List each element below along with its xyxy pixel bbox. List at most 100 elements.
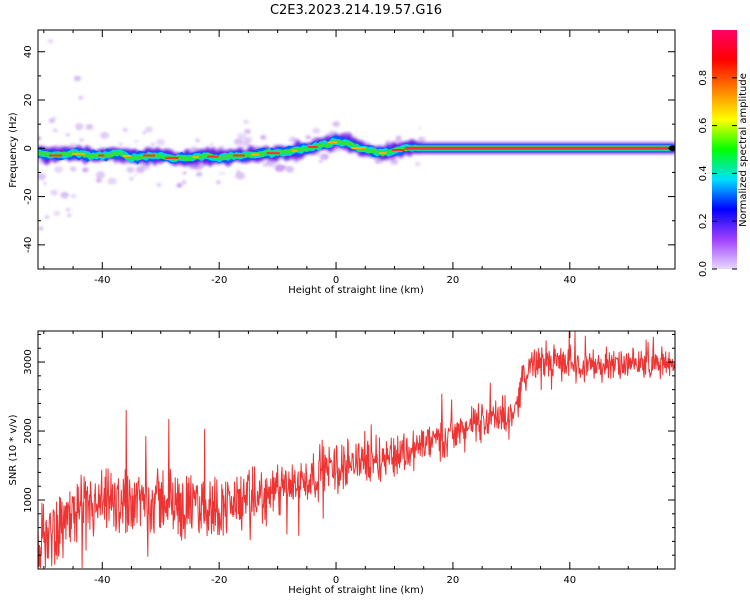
spectrogram-noise-blob xyxy=(395,137,402,143)
spectrogram-y-tick-label: 40 xyxy=(23,45,34,58)
snr-x-tick-label: 0 xyxy=(333,575,339,586)
spectrogram-noise-blob xyxy=(244,129,251,135)
spectrogram-noise-blob xyxy=(67,213,72,217)
spectrogram-noise-blob xyxy=(70,166,77,172)
spectrogram-noise-blob xyxy=(126,166,135,173)
snr-x-axis-label: Height of straight line (km) xyxy=(288,585,424,596)
spectrogram-noise-blob xyxy=(293,159,299,164)
spectrogram-noise-blob xyxy=(78,95,84,100)
spectrogram-noise-blob xyxy=(418,127,421,130)
spectrogram-x-tick-label: -40 xyxy=(94,275,110,286)
spectrogram-noise-blob xyxy=(156,138,166,146)
spectrogram-noise-blob xyxy=(60,191,69,199)
spectrogram-noise-blob xyxy=(260,135,267,140)
spectrogram-noise-blob xyxy=(95,171,106,179)
spectrogram-noise-blob xyxy=(221,145,225,149)
spectrogram-y-tick-label: 0 xyxy=(23,145,34,151)
spectrogram-noise-blob xyxy=(82,167,89,173)
spectrogram-noise-blob xyxy=(288,136,297,143)
spectrogram-noise-blob xyxy=(274,164,285,172)
spectrogram-noise-blob xyxy=(285,165,295,173)
colorbar: 0.0 0.2 0.4 0.6 0.8 Normalized spectral ampl… xyxy=(698,30,749,277)
snr-y-tick-label: 3000 xyxy=(23,349,34,374)
spectrogram-noise-blob xyxy=(267,160,272,164)
spectrogram-noise-blob xyxy=(150,142,155,146)
colorbar-tick-label: 0.8 xyxy=(698,70,709,86)
snr-x-tick-label: -20 xyxy=(211,575,227,586)
spectrogram-noise-blob xyxy=(241,140,250,147)
spectrogram-noise-blob xyxy=(53,210,61,216)
spectrogram-noise-blob xyxy=(319,160,323,163)
snr-y-tick-label: 1000 xyxy=(23,487,34,512)
spectrogram-x-axis-label: Height of straight line (km) xyxy=(288,285,424,296)
spectrogram-x-tick-label: -20 xyxy=(211,275,227,286)
spectrogram-noise-blob xyxy=(129,177,134,181)
spectrogram-x-tick-label: 40 xyxy=(563,275,576,286)
snr-plot-area xyxy=(38,331,675,569)
spectrogram-noise-blob xyxy=(134,140,138,143)
spectrogram-noise-blob xyxy=(235,171,246,180)
spectrogram-noise-blob xyxy=(53,166,64,174)
spectrogram-noise-blob xyxy=(52,128,58,133)
spectrogram-noise-blob xyxy=(70,194,77,199)
spectrogram-noise-blob xyxy=(316,153,320,156)
spectrogram-y-tick-label: -20 xyxy=(23,188,34,204)
spectrogram-noise-blob xyxy=(233,138,243,146)
spectrogram-noise-blob xyxy=(48,117,56,124)
spectrogram-noise-blob xyxy=(312,127,321,134)
spectrogram-noise-blob xyxy=(85,124,94,130)
spectrogram-noise-blob xyxy=(65,207,71,212)
spectrogram-noise-blob xyxy=(243,119,249,124)
spectrogram-noise-blob xyxy=(222,172,226,175)
snr-line xyxy=(38,331,675,569)
spectrogram-noise-blob xyxy=(47,38,54,44)
snr-x-tick-label: 40 xyxy=(563,575,576,586)
spectrogram-noise-blob xyxy=(144,126,153,133)
spectrogram-noise-blob xyxy=(332,121,340,128)
spectrogram-noise-blob xyxy=(237,133,246,140)
spectrogram-noise-blob xyxy=(279,165,283,168)
spectrogram-noise-blob xyxy=(183,171,187,175)
spectrogram-noise-blob xyxy=(142,131,146,134)
spectrogram-noise-blob xyxy=(415,162,421,167)
colorbar-tick-label: 0.0 xyxy=(698,261,709,277)
spectrogram-noise-blob xyxy=(69,143,77,149)
colorbar-tick-label: 0.4 xyxy=(698,165,709,181)
spectrogram-x-tick-label: 20 xyxy=(447,275,460,286)
spectrogram-noise-blob xyxy=(389,158,399,165)
figure-title: C2E3.2023.214.19.57.G16 xyxy=(270,3,442,18)
spectrogram-noise-blob xyxy=(133,173,137,176)
spectrogram-plot-area xyxy=(38,38,675,230)
spectrogram-noise-blob xyxy=(79,138,84,142)
spectrogram-panel: -40 -20 0 20 40 -40 -20 0 20 40 Height of straigh… xyxy=(8,29,676,296)
spectrogram-noise-blob xyxy=(100,131,110,139)
spectrogram-frame xyxy=(37,29,676,270)
snr-y-tick-label: 2000 xyxy=(23,418,34,443)
spectrogram-noise-blob xyxy=(332,150,336,153)
colorbar-label: Normalized spectral amplitude xyxy=(738,73,749,227)
colorbar-ticks: 0.0 0.2 0.4 0.6 0.8 xyxy=(698,70,737,277)
spectrogram-noise-blob xyxy=(38,173,46,180)
spectrogram-noise-blob xyxy=(319,153,329,161)
spectrogram-noise-blob xyxy=(43,182,47,185)
spectrogram-noise-blob xyxy=(417,136,426,143)
spectrogram-noise-blob xyxy=(96,178,102,183)
spectrogram-noise-blob xyxy=(44,215,50,219)
spectrogram-noise-blob xyxy=(53,116,56,119)
spectrogram-x-tick-label: 0 xyxy=(333,275,339,286)
spectrogram-noise-blob xyxy=(218,172,222,175)
snr-panel: -40 -20 0 20 40 1000 2000 3000 Height of straig… xyxy=(8,330,676,596)
spectrogram-y-axis-label: Frequency (Hz) xyxy=(8,112,19,188)
spectrogram-y-tick-label: 20 xyxy=(23,94,34,107)
spectrogram-noise-blob xyxy=(39,227,43,230)
snr-frame xyxy=(37,330,676,570)
spectrogram-noise-blob xyxy=(376,161,380,164)
colorbar-tick-label: 0.6 xyxy=(698,118,709,134)
spectrogram-noise-blob xyxy=(216,180,221,185)
snr-y-axis-label: SNR (10 * v/v) xyxy=(8,414,19,485)
spectrogram-noise-blob xyxy=(385,139,391,145)
spectrogram-noise-blob xyxy=(75,122,84,130)
spectrogram-noise-blob xyxy=(135,166,145,174)
spectrogram-noise-blob xyxy=(195,138,200,143)
